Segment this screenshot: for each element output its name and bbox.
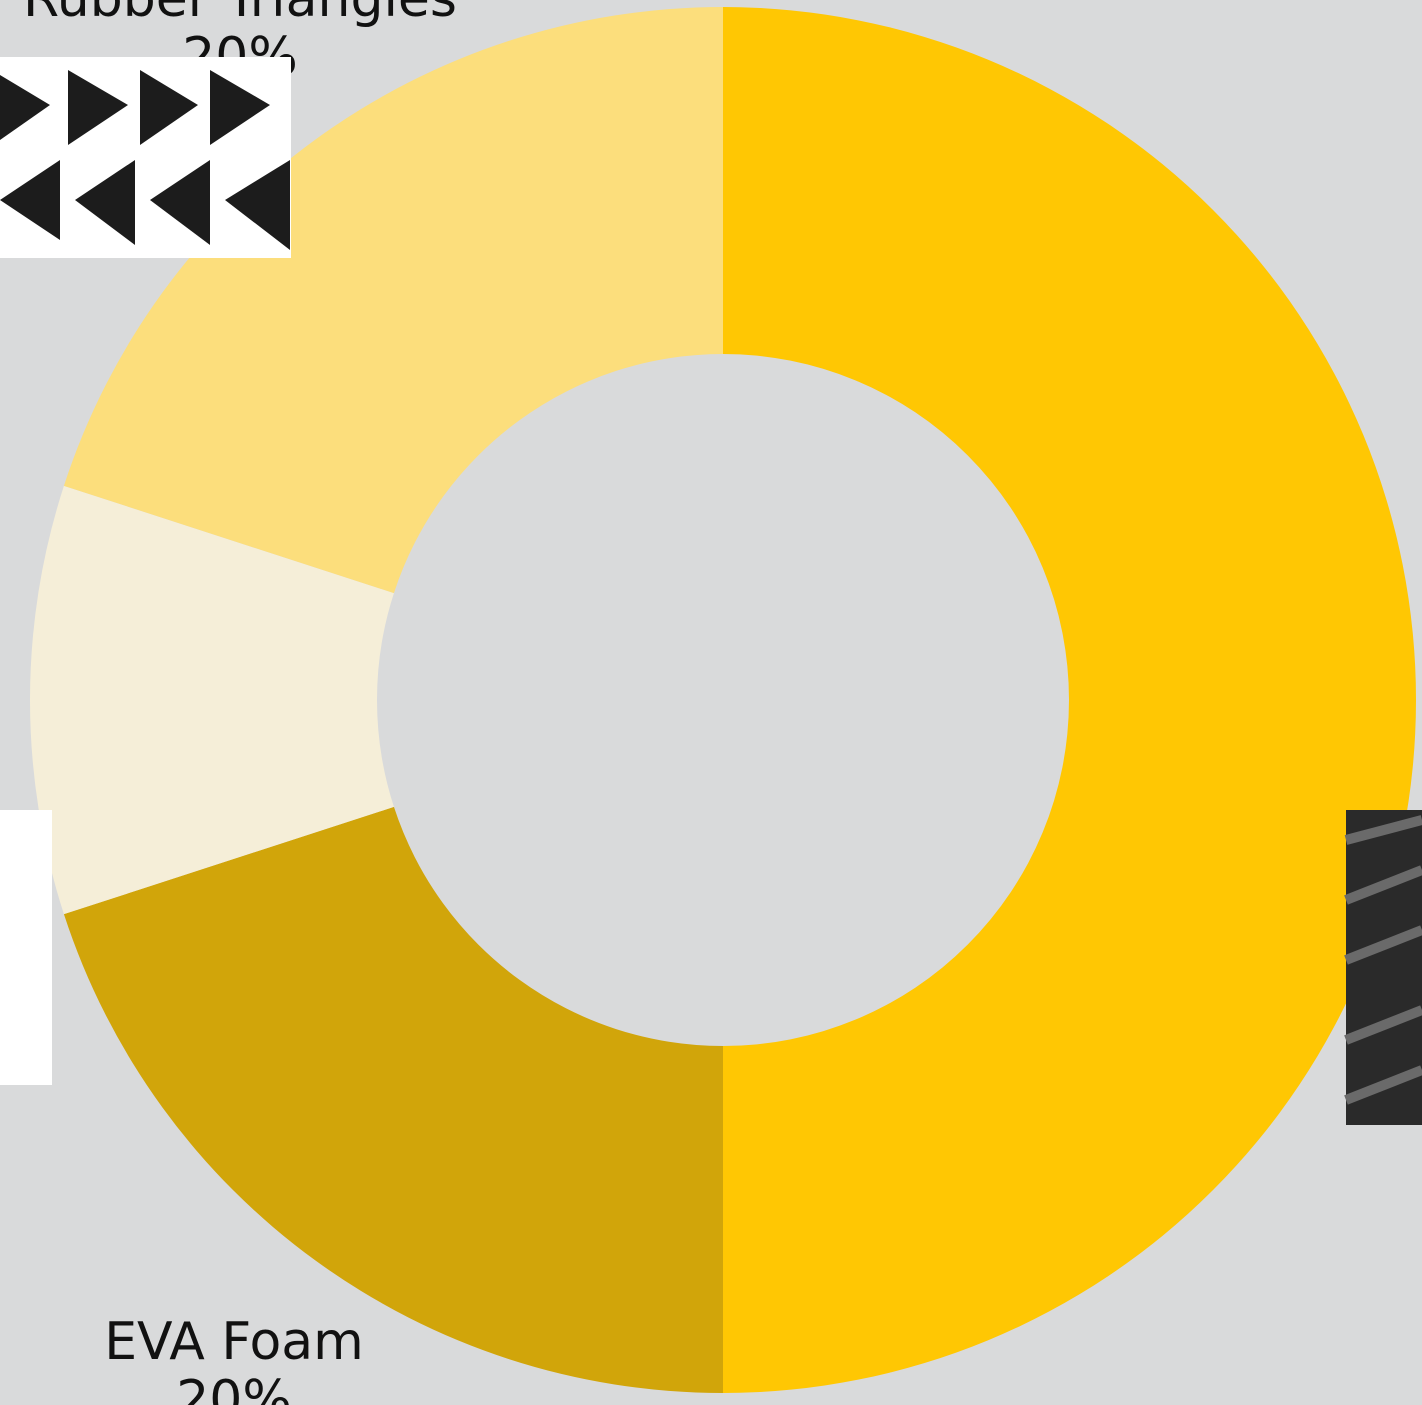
slice-label: Rubber Triangles — [23, 0, 457, 29]
value-label: 20% — [176, 1370, 292, 1405]
slice-label: EVA Foam — [104, 1312, 364, 1372]
donut-slice — [29, 485, 394, 915]
donut-slice — [63, 7, 723, 594]
carbon-fiber-texture — [1344, 815, 1422, 1105]
rubber-triangles-photo — [0, 70, 290, 250]
donut-slice — [723, 7, 1416, 1393]
donut-slice — [63, 806, 723, 1393]
product-photo — [0, 810, 52, 1085]
